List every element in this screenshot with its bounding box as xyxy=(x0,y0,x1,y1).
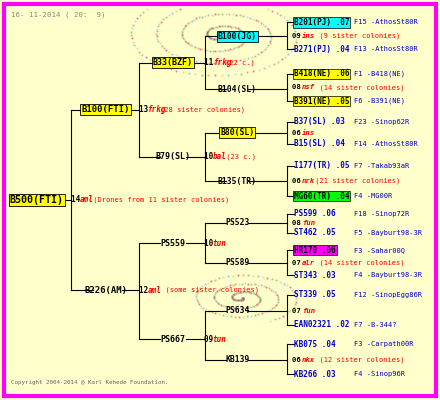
Text: alr: alr xyxy=(302,260,315,266)
Text: F15 -AthosSt80R: F15 -AthosSt80R xyxy=(354,20,418,26)
Text: aml: aml xyxy=(80,196,94,204)
Text: tun: tun xyxy=(213,335,227,344)
Text: 16- 11-2014 ( 20:  9): 16- 11-2014 ( 20: 9) xyxy=(11,11,105,18)
Text: 09: 09 xyxy=(204,335,218,344)
Text: 07: 07 xyxy=(292,260,305,266)
Text: ins: ins xyxy=(302,33,315,39)
Text: frkg: frkg xyxy=(213,58,231,67)
Text: 06: 06 xyxy=(292,130,305,136)
Text: F4 -MG00R: F4 -MG00R xyxy=(354,193,392,199)
Text: PS589: PS589 xyxy=(225,258,249,267)
Text: B33(BZF): B33(BZF) xyxy=(153,58,193,67)
Text: 11: 11 xyxy=(204,58,218,67)
Text: HR170 .06: HR170 .06 xyxy=(294,246,336,255)
Text: I177(TR) .05: I177(TR) .05 xyxy=(294,161,350,170)
Text: 09: 09 xyxy=(292,33,305,39)
Text: F7 -B-344?: F7 -B-344? xyxy=(354,322,396,328)
Text: nkx: nkx xyxy=(302,357,315,363)
Text: (some sister colonies): (some sister colonies) xyxy=(157,287,259,294)
Text: ST343 .03: ST343 .03 xyxy=(294,271,336,280)
Text: aml: aml xyxy=(147,286,161,295)
Text: B104(SL): B104(SL) xyxy=(218,85,257,94)
Text: B100(JG): B100(JG) xyxy=(218,32,257,41)
Text: KB139: KB139 xyxy=(225,356,249,364)
Text: (28 sister colonies): (28 sister colonies) xyxy=(160,106,245,113)
Text: 07: 07 xyxy=(292,308,305,314)
Text: (21 sister colonies): (21 sister colonies) xyxy=(311,178,400,184)
Text: B391(NE) .05: B391(NE) .05 xyxy=(294,97,350,106)
Text: F1 -B418(NE): F1 -B418(NE) xyxy=(354,70,405,77)
Text: (Drones from 11 sister colonies): (Drones from 11 sister colonies) xyxy=(89,197,229,203)
Text: B100(FTI): B100(FTI) xyxy=(81,105,130,114)
Text: (12 sister colonies): (12 sister colonies) xyxy=(311,357,404,363)
Text: B15(SL) .04: B15(SL) .04 xyxy=(294,140,345,148)
Text: F14 -AthosSt80R: F14 -AthosSt80R xyxy=(354,141,418,147)
Text: MG60(TR) .04: MG60(TR) .04 xyxy=(294,192,350,200)
Text: PS599 .06: PS599 .06 xyxy=(294,209,336,218)
Text: (14 sister colonies): (14 sister colonies) xyxy=(311,84,404,91)
Text: F7 -Takab93aR: F7 -Takab93aR xyxy=(354,163,409,169)
Text: B37(SL) .03: B37(SL) .03 xyxy=(294,117,345,126)
Text: (9 sister colonies): (9 sister colonies) xyxy=(311,33,400,39)
Text: B226(AM): B226(AM) xyxy=(84,286,127,295)
Text: PS559: PS559 xyxy=(160,239,185,248)
Text: EAN02321 .02: EAN02321 .02 xyxy=(294,320,350,329)
Text: tun: tun xyxy=(213,239,227,248)
Text: F5 -Bayburt98-3R: F5 -Bayburt98-3R xyxy=(354,230,422,236)
Text: ST462 .05: ST462 .05 xyxy=(294,228,336,237)
Text: F23 -Sinop62R: F23 -Sinop62R xyxy=(354,119,409,125)
Text: 08: 08 xyxy=(292,220,305,226)
Text: PS634: PS634 xyxy=(225,306,249,315)
Text: (23 c.): (23 c.) xyxy=(222,154,256,160)
Text: 13: 13 xyxy=(139,105,153,114)
Text: 14: 14 xyxy=(71,196,85,204)
Text: B79(SL): B79(SL) xyxy=(155,152,190,161)
Text: F18 -Sinop72R: F18 -Sinop72R xyxy=(354,211,409,217)
Text: nsf: nsf xyxy=(302,84,315,90)
Text: 06: 06 xyxy=(292,357,305,363)
Text: Copyright 2004-2014 @ Karl Kehede Foundation.: Copyright 2004-2014 @ Karl Kehede Founda… xyxy=(11,380,169,385)
Text: B80(SL): B80(SL) xyxy=(220,128,254,137)
Text: nrk: nrk xyxy=(302,178,315,184)
Text: 10: 10 xyxy=(204,239,218,248)
Text: B201(PJ) .07: B201(PJ) .07 xyxy=(294,18,350,27)
Text: F4 -Sinop96R: F4 -Sinop96R xyxy=(354,372,405,378)
Text: B271(PJ) .04: B271(PJ) .04 xyxy=(294,45,350,54)
Text: 12: 12 xyxy=(139,286,153,295)
Text: F3 -Carpath00R: F3 -Carpath00R xyxy=(354,341,413,347)
Text: (22 c.): (22 c.) xyxy=(225,60,255,66)
Text: frkg: frkg xyxy=(147,105,166,114)
Text: B500(FTI): B500(FTI) xyxy=(10,195,64,205)
Text: ins: ins xyxy=(302,130,315,136)
Text: (14 sister colonies): (14 sister colonies) xyxy=(311,260,404,266)
Text: 10: 10 xyxy=(204,152,218,161)
Text: bal: bal xyxy=(213,152,227,161)
Text: B418(NE) .06: B418(NE) .06 xyxy=(294,69,350,78)
Text: B135(TR): B135(TR) xyxy=(218,177,257,186)
Text: PS523: PS523 xyxy=(225,218,249,227)
Text: F13 -AthosSt80R: F13 -AthosSt80R xyxy=(354,46,418,52)
Text: fun: fun xyxy=(302,220,315,226)
Text: ST339 .05: ST339 .05 xyxy=(294,290,336,299)
Text: 06: 06 xyxy=(292,178,305,184)
Text: F4 -Bayburt98-3R: F4 -Bayburt98-3R xyxy=(354,272,422,278)
Text: KB075 .04: KB075 .04 xyxy=(294,340,336,349)
Text: fun: fun xyxy=(302,308,315,314)
Text: 08: 08 xyxy=(292,84,305,90)
Text: F6 -B391(NE): F6 -B391(NE) xyxy=(354,98,405,104)
Text: PS667: PS667 xyxy=(160,335,185,344)
Text: F3 -Sahar00Q: F3 -Sahar00Q xyxy=(354,247,405,253)
Text: KB266 .03: KB266 .03 xyxy=(294,370,336,379)
Text: F12 -SinopEgg86R: F12 -SinopEgg86R xyxy=(354,292,422,298)
